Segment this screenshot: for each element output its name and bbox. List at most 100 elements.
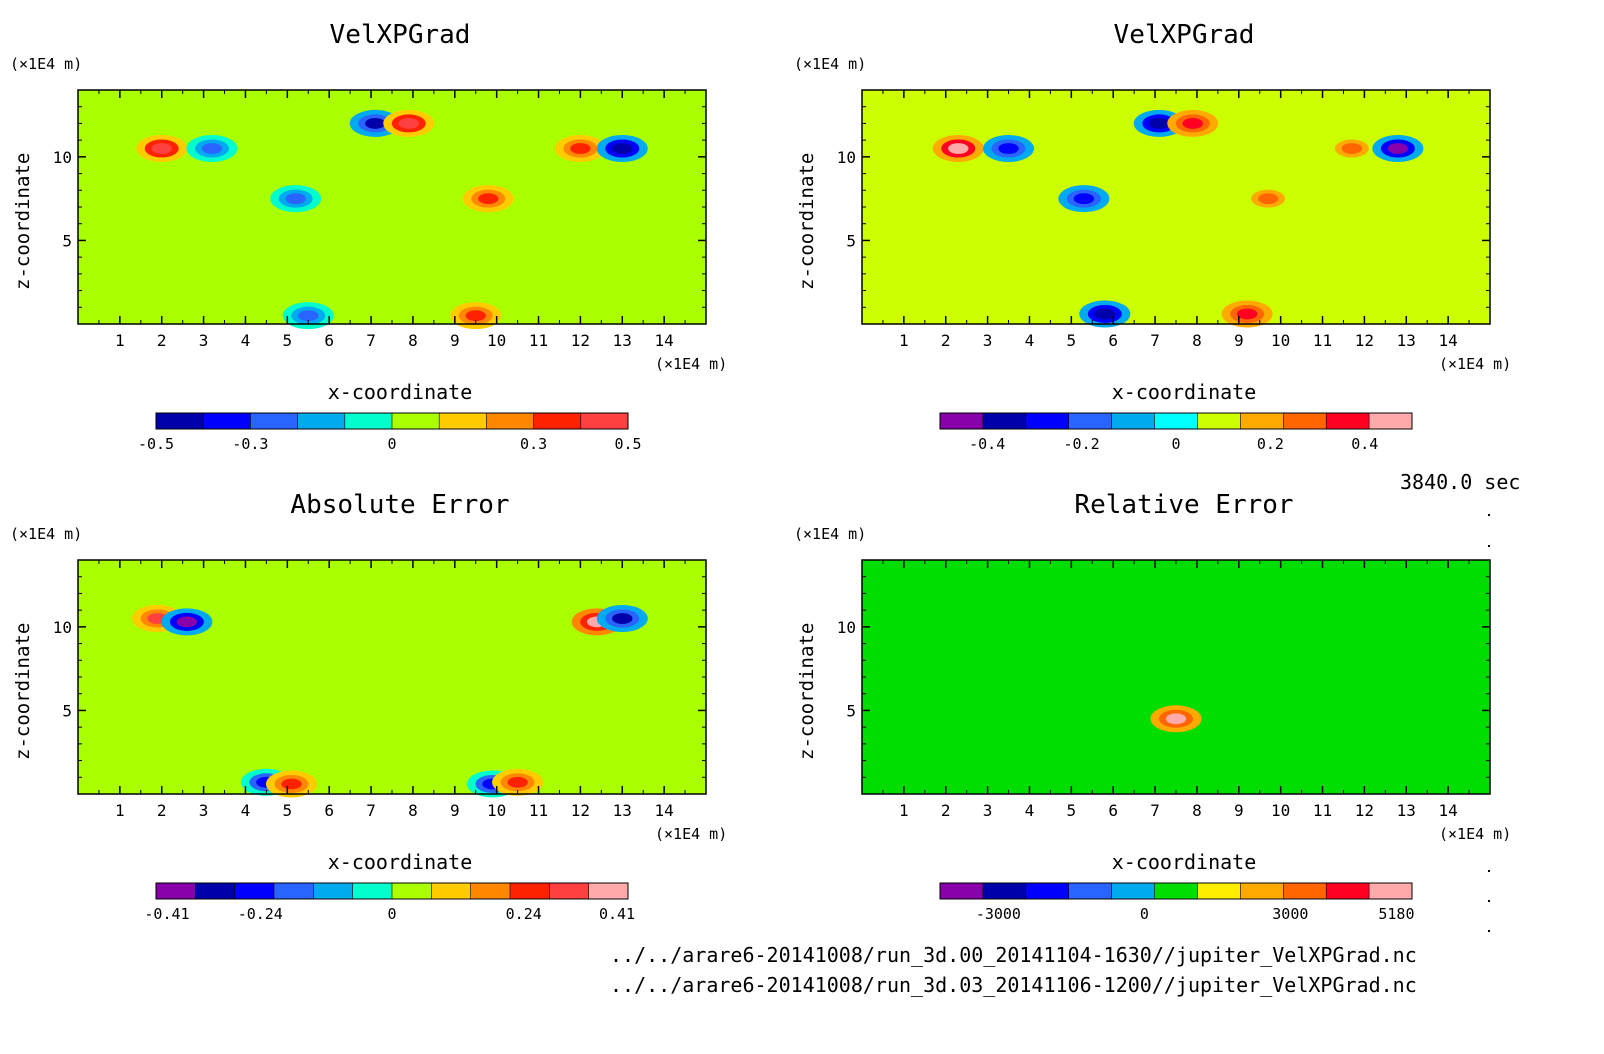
colorbar-tick-label: -0.2	[1064, 435, 1100, 453]
x-tick-label: 1	[899, 801, 909, 820]
x-tick-label: 11	[529, 801, 548, 820]
x-tick-label: 5	[1067, 801, 1077, 820]
z-unit-label: (×1E4 m)	[10, 55, 83, 73]
colorbar-tick-label: 0.4	[1351, 435, 1378, 453]
x-tick-label: 3	[199, 331, 209, 350]
x-tick-label: 1	[115, 331, 125, 350]
x-tick-label: 14	[655, 331, 674, 350]
x-tick-label: 12	[1355, 801, 1374, 820]
colorbar-segment	[588, 883, 629, 899]
contour-feature	[998, 143, 1019, 154]
colorbar-segment	[486, 413, 535, 429]
panel-velxpgrad-1: VelXPGrad (×1E4 m) z-coordinate (×1E4 m)…	[0, 0, 800, 480]
colorbar-segment	[1068, 413, 1113, 429]
dot-marker	[1488, 900, 1490, 902]
z-unit-label: (×1E4 m)	[794, 525, 867, 543]
x-tick-label: 10	[1271, 331, 1290, 350]
x-tick-label: 2	[157, 801, 167, 820]
colorbar-segment	[549, 883, 590, 899]
dot-marker	[1488, 870, 1490, 872]
colorbar-segment	[313, 883, 354, 899]
x-tick-label: 1	[899, 331, 909, 350]
x-tick-label: 9	[1234, 331, 1244, 350]
x-tick-label: 9	[450, 801, 460, 820]
x-tick-label: 14	[655, 801, 674, 820]
colorbar-tick-label: 3000	[1272, 905, 1308, 923]
contour-feature	[151, 143, 172, 154]
x-unit-label: (×1E4 m)	[1439, 825, 1512, 843]
colorbar-segment	[1369, 413, 1413, 429]
z-unit-label: (×1E4 m)	[794, 55, 867, 73]
x-tick-label: 6	[1108, 331, 1118, 350]
colorbar-segment	[1068, 883, 1113, 899]
x-tick-label: 7	[1150, 801, 1160, 820]
x-tick-label: 13	[613, 801, 632, 820]
chart-title: Absolute Error	[290, 490, 510, 520]
colorbar-segment	[1369, 883, 1413, 899]
z-tick-label: 10	[837, 618, 856, 637]
colorbar-tick-label: 0	[387, 905, 396, 923]
colorbar-segment	[982, 883, 1027, 899]
colorbar-segment	[203, 413, 251, 429]
x-tick-label: 3	[983, 801, 993, 820]
colorbar-tick-label: 0.41	[599, 905, 635, 923]
x-tick-label: 11	[1313, 331, 1332, 350]
colorbar-tick-label: -3000	[976, 905, 1021, 923]
contour-feature	[176, 616, 198, 628]
contour-feature	[570, 143, 591, 154]
contour-feature	[281, 778, 302, 790]
x-tick-label: 14	[1439, 801, 1458, 820]
contour-feature	[398, 118, 419, 129]
colorbar-segment	[1154, 883, 1198, 899]
colorbar-segment	[439, 413, 487, 429]
z-tick-label: 10	[837, 148, 856, 167]
colorbar-segment	[1025, 883, 1070, 899]
x-tick-label: 13	[613, 331, 632, 350]
colorbar-tick-label: 0	[1171, 435, 1180, 453]
x-tick-label: 10	[487, 801, 506, 820]
colorbar-tick-label: 0.2	[1257, 435, 1284, 453]
colorbar-segment	[1326, 413, 1370, 429]
x-tick-label: 9	[1234, 801, 1244, 820]
colorbar-segment	[195, 883, 236, 899]
colorbar-tick-label: 0.5	[614, 435, 641, 453]
colorbar-segment	[940, 883, 984, 899]
colorbar-segment	[533, 413, 582, 429]
colorbar-frame	[939, 882, 1413, 900]
x-tick-label: 6	[324, 801, 334, 820]
x-tick-label: 11	[1313, 801, 1332, 820]
z-tick-label: 10	[53, 618, 72, 637]
colorbar-segment	[510, 883, 550, 899]
panel-velxpgrad-2: VelXPGrad (×1E4 m) z-coordinate (×1E4 m)…	[784, 0, 1584, 480]
colorbar-segment	[156, 413, 204, 429]
colorbar-segment	[1197, 883, 1241, 899]
z-tick-label: 10	[53, 148, 72, 167]
colorbar-segment	[1283, 413, 1327, 429]
colorbar-segment	[250, 413, 299, 429]
contour-feature	[1149, 118, 1170, 129]
x-tick-label: 8	[408, 801, 418, 820]
colorbar-tick-label: 0.24	[506, 905, 542, 923]
x-tick-label: 2	[941, 801, 951, 820]
x-tick-label: 2	[157, 331, 167, 350]
colorbar-segment	[982, 413, 1027, 429]
field-background	[78, 560, 706, 794]
colorbar-segment	[1283, 883, 1327, 899]
x-tick-label: 5	[283, 331, 293, 350]
x-tick-label: 3	[199, 801, 209, 820]
x-tick-label: 8	[408, 331, 418, 350]
dot-marker	[1488, 930, 1490, 932]
colorbar-segment	[580, 413, 629, 429]
x-axis-label: x-coordinate	[1111, 380, 1257, 404]
colorbar-segment	[1240, 413, 1284, 429]
contour-feature	[612, 613, 633, 624]
panel-relative-error: Relative Error (×1E4 m) z-coordinate (×1…	[784, 470, 1584, 950]
colorbar-segment	[431, 883, 472, 899]
x-tick-label: 5	[1067, 331, 1077, 350]
colorbar-segment	[1111, 883, 1156, 899]
contour-feature	[298, 310, 319, 322]
colorbar-segment	[352, 883, 393, 899]
z-tick-label: 5	[62, 231, 72, 250]
contour-feature	[612, 143, 633, 154]
x-unit-label: (×1E4 m)	[1439, 355, 1512, 373]
